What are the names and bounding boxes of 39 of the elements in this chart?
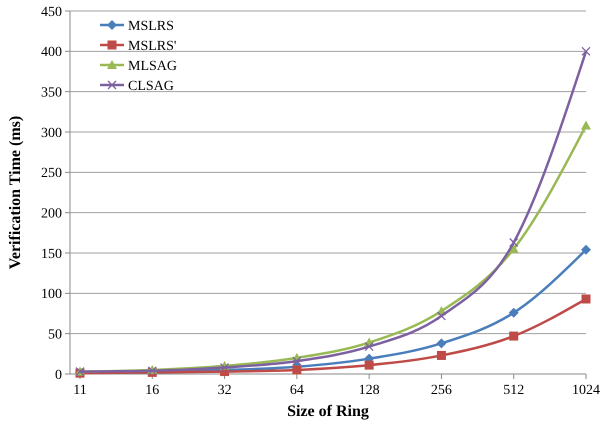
point [509, 238, 518, 248]
point [509, 332, 518, 341]
y-tick-label: 0 [55, 368, 62, 383]
legend-label: MLSAG [128, 58, 178, 74]
x-tick-label: 32 [218, 383, 232, 398]
point [292, 365, 302, 374]
point [581, 46, 591, 56]
y-axis-title: Verification Time (ms) [7, 116, 24, 270]
point [364, 342, 374, 352]
point [220, 362, 230, 372]
y-tick-label: 300 [41, 126, 62, 141]
point [581, 244, 591, 255]
point [436, 311, 446, 321]
point [436, 338, 446, 348]
x-tick-label: 64 [290, 383, 304, 398]
x-tick-label: 11 [73, 383, 87, 398]
x-tick-label: 256 [430, 383, 452, 398]
x-axis-title: Size of Ring [287, 403, 369, 420]
y-tick-label: 350 [41, 86, 62, 101]
x-tick-label: 128 [358, 383, 380, 398]
point [582, 294, 590, 304]
y-tick-label: 50 [48, 328, 62, 343]
y-tick-label: 150 [41, 246, 62, 262]
y-tick-label: 250 [41, 166, 62, 182]
legend-label: MSLRS [128, 18, 174, 34]
legend-label: CLSAG [128, 78, 174, 94]
x-tick-label: 512 [503, 383, 524, 398]
point [292, 356, 302, 366]
y-tick-label: 100 [41, 287, 62, 302]
x-tick-label: 1024 [572, 383, 600, 398]
point [508, 308, 519, 318]
legend-label: MSLRS' [128, 38, 176, 54]
y-tick-label: 450 [41, 4, 62, 20]
y-tick-label: 400 [41, 45, 62, 60]
point [581, 120, 591, 130]
x-tick-label: 16 [145, 383, 160, 398]
point [436, 350, 446, 360]
y-tick-label: 200 [41, 206, 62, 222]
point [364, 360, 374, 370]
